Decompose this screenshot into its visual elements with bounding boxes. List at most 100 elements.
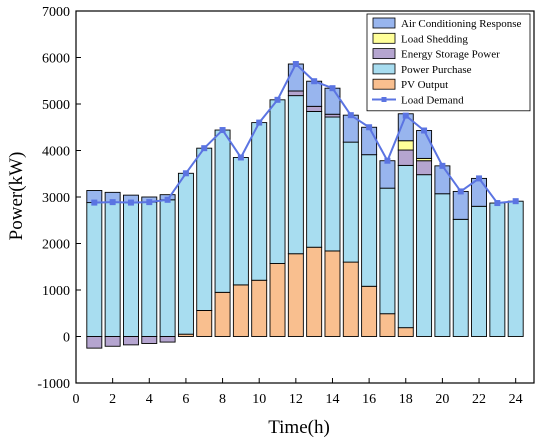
point-load-demand-h14 — [329, 85, 336, 92]
legend-item-energy-storage-power: Energy Storage Power — [372, 48, 500, 61]
point-load-demand-h13 — [311, 78, 318, 85]
legend-swatch — [372, 17, 396, 29]
x-tick-label: 2 — [109, 392, 116, 407]
x-tick-label: 18 — [399, 392, 413, 407]
bar-power-purchase-h6 — [177, 172, 194, 335]
bar-power-purchase-h1 — [86, 202, 103, 337]
legend-box — [366, 13, 531, 112]
bar-power-purchase-h3 — [122, 202, 139, 337]
bar-load-shedding-h18 — [397, 140, 414, 151]
x-tick-label: 24 — [509, 392, 523, 407]
legend-item-load-shedding: Load Shedding — [372, 32, 468, 45]
x-axis-title: Time(h) — [268, 417, 330, 438]
legend-label: Power Purchase — [401, 64, 472, 76]
legend-label: Load Shedding — [401, 33, 468, 45]
bar-air-conditioning-response-h14 — [324, 87, 341, 115]
bar-air-conditioning-response-h20 — [434, 165, 451, 195]
bar-pv-output-h12 — [287, 253, 304, 337]
bar-power-purchase-h12 — [287, 95, 304, 255]
bar-pv-output-h16 — [361, 285, 378, 337]
bar-power-purchase-h8 — [214, 129, 231, 293]
bar-power-purchase-h20 — [434, 193, 451, 337]
bar-power-purchase-h21 — [452, 218, 469, 337]
bar-pv-output-h15 — [342, 261, 359, 337]
x-tick-label: 6 — [182, 392, 189, 407]
point-load-demand-h21 — [457, 188, 464, 195]
bar-pv-output-h9 — [232, 284, 249, 337]
bar-air-conditioning-response-h21 — [452, 190, 469, 220]
bar-power-purchase-h11 — [269, 99, 286, 264]
legend: Air Conditioning Response Load Shedding En… — [366, 13, 531, 112]
legend-item-load-demand: Load Demand — [372, 95, 464, 107]
bar-energy-storage-power-h13 — [306, 105, 323, 112]
point-load-demand-h23 — [494, 200, 501, 207]
x-tick-label: 4 — [146, 392, 153, 407]
legend-swatch — [372, 32, 396, 44]
point-load-demand-h18 — [402, 112, 409, 119]
bar-pv-output-h8 — [214, 291, 231, 337]
bar-energy-storage-power-h1 — [86, 336, 103, 349]
point-load-demand-h15 — [347, 112, 354, 119]
x-tick-label: 22 — [472, 392, 486, 407]
bar-pv-output-h17 — [379, 313, 396, 337]
point-load-demand-h6 — [182, 170, 189, 177]
point-load-demand-h17 — [384, 157, 391, 164]
bar-energy-storage-power-h2 — [104, 336, 121, 347]
y-tick-label: 1000 — [42, 284, 70, 299]
point-load-demand-h2 — [109, 199, 116, 206]
bar-power-purchase-h10 — [251, 122, 268, 281]
y-tick-label: 5000 — [42, 98, 70, 113]
point-load-demand-h11 — [274, 96, 281, 103]
bar-air-conditioning-response-h16 — [361, 126, 378, 156]
bar-pv-output-h13 — [306, 246, 323, 337]
bar-energy-storage-power-h18 — [397, 149, 414, 166]
x-tick-label: 10 — [252, 392, 266, 407]
bar-power-purchase-h22 — [471, 205, 488, 337]
bar-power-purchase-h15 — [342, 141, 359, 263]
point-load-demand-h8 — [219, 127, 226, 134]
legend-item-pv-output: PV Output — [372, 78, 448, 91]
bar-power-purchase-h2 — [104, 201, 121, 337]
bar-power-purchase-h24 — [507, 200, 524, 337]
bar-air-conditioning-response-h17 — [379, 160, 396, 189]
point-load-demand-h4 — [146, 199, 153, 206]
y-axis-title: Power(kW) — [6, 152, 27, 241]
legend-label: PV Output — [401, 79, 448, 91]
bar-power-purchase-h18 — [397, 164, 414, 329]
bar-pv-output-h18 — [397, 327, 414, 337]
bar-power-purchase-h19 — [416, 174, 433, 337]
bar-energy-storage-power-h3 — [122, 336, 139, 346]
bar-pv-output-h10 — [251, 279, 268, 337]
bar-energy-storage-power-h5 — [159, 336, 176, 343]
bar-air-conditioning-response-h19 — [416, 130, 433, 159]
legend-swatch — [372, 63, 396, 75]
bar-pv-output-h14 — [324, 250, 341, 337]
point-load-demand-h20 — [439, 162, 446, 169]
bar-air-conditioning-response-h13 — [306, 80, 323, 107]
bar-power-purchase-h5 — [159, 199, 176, 337]
y-tick-label: 0 — [63, 331, 70, 346]
x-tick-label: 12 — [289, 392, 303, 407]
bar-pv-output-h7 — [196, 310, 213, 337]
bar-pv-output-h11 — [269, 263, 286, 337]
y-tick-label: 6000 — [42, 52, 70, 67]
axes-layer: 0 2 4 6 8 10 12 14 16 18 20 22 24-100001000200030004… — [37, 5, 535, 407]
bar-power-purchase-h4 — [141, 201, 158, 337]
bar-power-purchase-h9 — [232, 157, 249, 286]
bar-power-purchase-h14 — [324, 116, 341, 252]
point-load-demand-h1 — [91, 199, 98, 206]
point-load-demand-h10 — [256, 119, 263, 126]
point-load-demand-h3 — [127, 199, 134, 206]
bar-energy-storage-power-h4 — [141, 336, 158, 344]
bar-power-purchase-h16 — [361, 154, 378, 287]
legend-swatch — [372, 48, 396, 59]
x-tick-label: 14 — [325, 392, 339, 407]
y-tick-label: 7000 — [42, 5, 70, 20]
point-load-demand-h19 — [421, 127, 428, 134]
y-tick-label: 4000 — [42, 145, 70, 160]
legend-swatch-marker — [381, 97, 387, 102]
point-load-demand-h12 — [292, 61, 299, 68]
point-load-demand-h5 — [164, 196, 171, 203]
y-tick-label: -1000 — [37, 377, 70, 392]
